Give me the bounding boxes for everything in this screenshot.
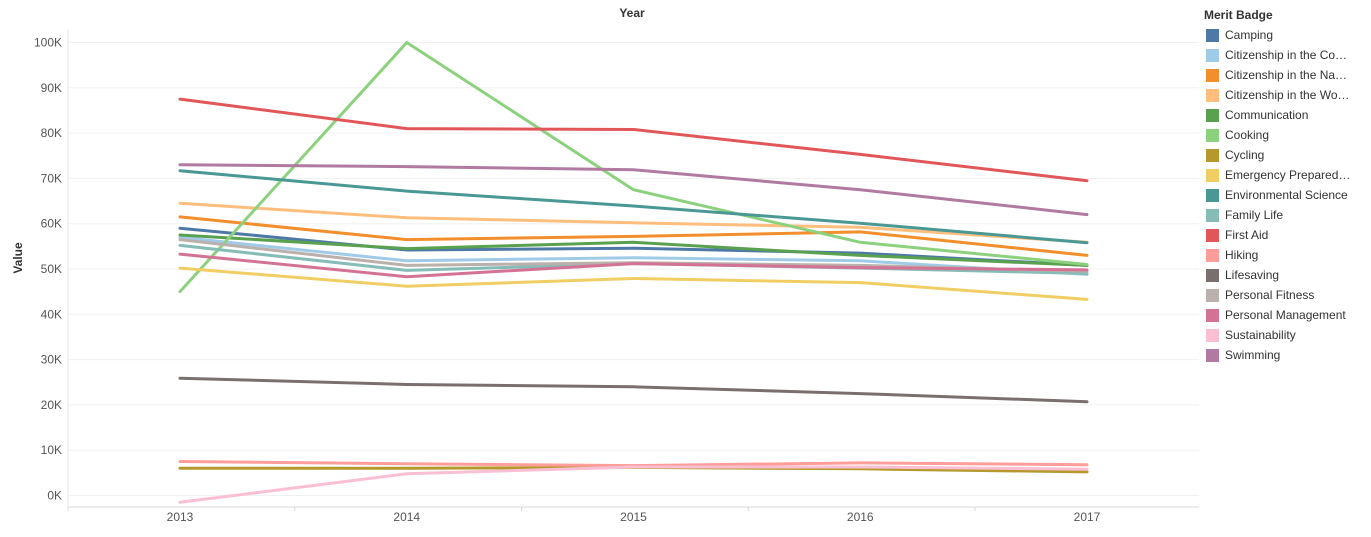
legend-item-citizenship-in-the-nation[interactable]: Citizenship in the Na… xyxy=(1206,66,1366,84)
x-tick-label: 2017 xyxy=(1074,510,1101,524)
legend-swatch xyxy=(1206,208,1219,222)
series-line-citizenship-in-the-world[interactable] xyxy=(178,201,1089,244)
legend-item-citizenship-in-the-community[interactable]: Citizenship in the Co… xyxy=(1206,46,1366,64)
y-tick-label: 70K xyxy=(41,171,62,185)
series-line-swimming[interactable] xyxy=(178,163,1089,217)
series-line-cooking[interactable] xyxy=(178,41,1089,294)
series-line-hiking[interactable] xyxy=(178,460,1089,468)
legend-item-communication[interactable]: Communication xyxy=(1206,106,1366,124)
legend-label: Family Life xyxy=(1225,208,1284,222)
legend-label: First Aid xyxy=(1225,228,1269,242)
legend-item-personal-management[interactable]: Personal Management xyxy=(1206,306,1366,324)
legend-title: Merit Badge xyxy=(1204,8,1273,22)
series-lines xyxy=(178,41,1089,504)
series-line-first-aid[interactable] xyxy=(178,97,1089,183)
x-axis-ticks: 2013 2014 2015 2016 2017 xyxy=(167,510,1101,524)
legend-swatch xyxy=(1206,308,1219,322)
x-tick-label: 2016 xyxy=(847,510,874,524)
legend-label: Environmental Science xyxy=(1225,188,1348,202)
legend-item-environmental-science[interactable]: Environmental Science xyxy=(1206,186,1366,204)
y-tick-label: 80K xyxy=(41,126,62,140)
legend-swatch xyxy=(1206,228,1219,242)
y-axis-ticks: 0K 10K 20K 30K 40K 50K 60K 70K 80K 90K 100K xyxy=(34,36,62,503)
legend-swatch xyxy=(1206,328,1219,342)
legend-swatch xyxy=(1206,68,1219,82)
series-line-emergency-preparedness[interactable] xyxy=(178,266,1089,301)
legend-item-emergency-preparedness[interactable]: Emergency Prepared… xyxy=(1206,166,1366,184)
legend-swatch xyxy=(1206,268,1219,282)
legend-item-camping[interactable]: Camping xyxy=(1206,26,1366,44)
legend-item-hiking[interactable]: Hiking xyxy=(1206,246,1366,264)
legend-swatch xyxy=(1206,88,1219,102)
legend-swatch xyxy=(1206,348,1219,362)
legend-item-swimming[interactable]: Swimming xyxy=(1206,346,1366,364)
legend-label: Personal Fitness xyxy=(1225,288,1315,302)
y-tick-label: 90K xyxy=(41,81,62,95)
legend-label: Communication xyxy=(1225,108,1309,122)
legend-item-first-aid[interactable]: First Aid xyxy=(1206,226,1366,244)
legend-label: Personal Management xyxy=(1225,308,1346,322)
legend-swatch xyxy=(1206,188,1219,202)
x-tick-label: 2015 xyxy=(620,510,647,524)
series-line-citizenship-in-the-nation[interactable] xyxy=(178,215,1089,257)
legend-swatch xyxy=(1206,28,1219,42)
legend-label: Cycling xyxy=(1225,148,1265,162)
series-line-personal-management[interactable] xyxy=(178,252,1089,279)
legend-label: Citizenship in the Wo… xyxy=(1225,88,1350,102)
legend-swatch xyxy=(1206,128,1219,142)
legend-item-family-life[interactable]: Family Life xyxy=(1206,206,1366,224)
x-tick-label: 2013 xyxy=(167,510,194,524)
legend-label: Sustainability xyxy=(1225,328,1296,342)
legend-label: Swimming xyxy=(1225,348,1281,362)
legend-item-personal-fitness[interactable]: Personal Fitness xyxy=(1206,286,1366,304)
series-line-sustainability[interactable] xyxy=(178,465,1089,504)
series-line-citizenship-in-the-community[interactable] xyxy=(178,235,1089,276)
legend-item-cooking[interactable]: Cooking xyxy=(1206,126,1366,144)
legend-item-cycling[interactable]: Cycling xyxy=(1206,146,1366,164)
legend: Merit Badge Camping Citizenship in the Co… xyxy=(1200,0,1371,537)
y-tick-label: 10K xyxy=(41,443,62,457)
legend-item-citizenship-in-the-world[interactable]: Citizenship in the Wo… xyxy=(1206,86,1366,104)
legend-swatch xyxy=(1206,108,1219,122)
series-line-environmental-science[interactable] xyxy=(178,169,1089,245)
legend-swatch xyxy=(1206,148,1219,162)
y-tick-label: 100K xyxy=(34,36,62,50)
legend-label: Citizenship in the Na… xyxy=(1225,68,1348,82)
legend-label: Emergency Prepared… xyxy=(1225,168,1351,182)
legend-label: Hiking xyxy=(1225,248,1259,262)
line-chart: Year Value 0K 10K 20K 30K 40K 50K 60K 70K 80K 90K… xyxy=(11,6,1199,524)
legend-item-lifesaving[interactable]: Lifesaving xyxy=(1206,266,1366,284)
y-tick-label: 60K xyxy=(41,217,62,231)
legend-item-sustainability[interactable]: Sustainability xyxy=(1206,326,1366,344)
x-tick-label: 2014 xyxy=(393,510,420,524)
y-tick-label: 40K xyxy=(41,307,62,321)
legend-swatch xyxy=(1206,288,1219,302)
y-tick-label: 0K xyxy=(47,489,62,503)
legend-swatch xyxy=(1206,168,1219,182)
legend-swatch xyxy=(1206,248,1219,262)
chart-title: Year xyxy=(619,6,645,20)
series-line-communication[interactable] xyxy=(178,233,1089,267)
y-tick-label: 20K xyxy=(41,398,62,412)
legend-swatch xyxy=(1206,48,1219,62)
series-line-lifesaving[interactable] xyxy=(178,376,1089,404)
y-tick-label: 50K xyxy=(41,262,62,276)
legend-label: Camping xyxy=(1225,28,1274,42)
y-tick-label: 30K xyxy=(41,353,62,367)
legend-label: Lifesaving xyxy=(1225,268,1280,282)
legend-label: Citizenship in the Co… xyxy=(1225,48,1348,62)
y-axis-label: Value xyxy=(11,242,25,274)
legend-label: Cooking xyxy=(1225,128,1270,142)
